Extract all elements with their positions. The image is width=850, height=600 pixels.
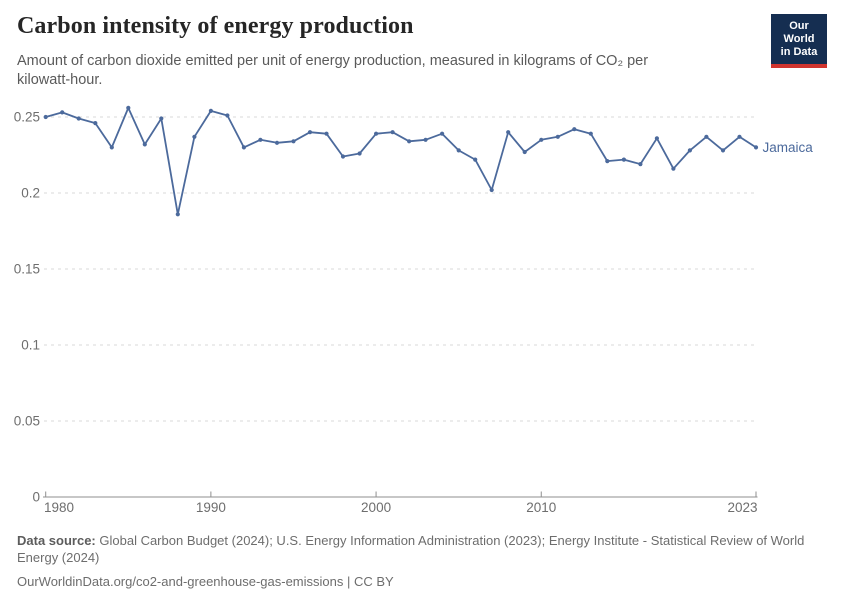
- data-point[interactable]: [109, 145, 114, 150]
- data-point[interactable]: [440, 131, 445, 136]
- data-point[interactable]: [357, 151, 362, 156]
- data-point[interactable]: [605, 159, 610, 164]
- x-tick-label: 2010: [526, 500, 556, 515]
- data-source-line: Data source: Global Carbon Budget (2024)…: [17, 532, 833, 566]
- data-point[interactable]: [208, 108, 213, 113]
- data-point[interactable]: [60, 110, 65, 115]
- data-point[interactable]: [274, 140, 280, 145]
- data-point[interactable]: [225, 113, 230, 118]
- data-point[interactable]: [126, 105, 131, 110]
- data-point[interactable]: [307, 130, 313, 135]
- data-point[interactable]: [539, 137, 544, 142]
- x-tick-label: 2000: [361, 500, 391, 515]
- data-point[interactable]: [621, 157, 627, 162]
- data-point[interactable]: [456, 148, 461, 153]
- owid-logo-line1: Our World: [783, 20, 815, 45]
- data-point[interactable]: [374, 131, 379, 136]
- data-point[interactable]: [76, 116, 81, 121]
- page-title: Carbon intensity of energy production: [17, 13, 414, 39]
- chart-subtitle: Amount of carbon dioxide emitted per uni…: [17, 53, 649, 88]
- citation-link[interactable]: OurWorldinData.org/co2-and-greenhouse-ga…: [17, 574, 394, 589]
- owid-logo-line2: in Data: [780, 46, 818, 58]
- data-point[interactable]: [43, 114, 48, 120]
- data-point[interactable]: [638, 162, 643, 167]
- data-point[interactable]: [753, 145, 759, 150]
- data-point[interactable]: [159, 116, 164, 121]
- y-tick-label: 0.05: [14, 414, 40, 429]
- data-point[interactable]: [588, 131, 593, 136]
- data-point[interactable]: [423, 137, 428, 142]
- data-point[interactable]: [720, 148, 726, 153]
- y-tick-label: 0: [32, 490, 40, 505]
- x-axis: 1980 1990 2000 2010 2023: [43, 491, 758, 515]
- data-point[interactable]: [390, 130, 395, 135]
- data-point[interactable]: [704, 134, 709, 139]
- data-point[interactable]: [737, 134, 742, 139]
- data-source-text: Global Carbon Budget (2024); U.S. Energy…: [17, 533, 805, 565]
- data-point[interactable]: [671, 166, 676, 171]
- owid-logo[interactable]: Our World in Data: [771, 14, 827, 68]
- x-tick-label: 2023: [727, 500, 757, 515]
- data-point[interactable]: [489, 187, 494, 193]
- data-point[interactable]: [340, 154, 346, 159]
- data-point[interactable]: [192, 134, 197, 139]
- data-point[interactable]: [93, 121, 98, 126]
- x-tick-label: 1990: [196, 500, 226, 515]
- y-axis-labels: 0 0.05 0.1 0.15 0.2 0.25: [14, 110, 40, 505]
- data-point[interactable]: [654, 136, 660, 141]
- y-tick-label: 0.2: [21, 186, 40, 201]
- data-point[interactable]: [572, 127, 577, 132]
- data-point[interactable]: [324, 131, 329, 136]
- y-tick-label: 0.1: [21, 338, 40, 353]
- entity-label-jamaica[interactable]: Jamaica: [763, 140, 814, 155]
- data-source-label: Data source:: [17, 533, 96, 548]
- y-tick-label: 0.15: [14, 262, 40, 277]
- series-jamaica[interactable]: [43, 105, 759, 217]
- data-point[interactable]: [473, 157, 478, 162]
- data-point[interactable]: [506, 130, 511, 135]
- data-point[interactable]: [258, 137, 263, 142]
- data-point[interactable]: [407, 139, 412, 144]
- data-point[interactable]: [522, 149, 527, 155]
- chart-footer: Data source: Global Carbon Budget (2024)…: [17, 532, 833, 590]
- data-point[interactable]: [241, 145, 246, 150]
- data-point[interactable]: [142, 142, 147, 147]
- data-point[interactable]: [555, 134, 560, 139]
- data-point[interactable]: [687, 148, 693, 153]
- jamaica-line[interactable]: [44, 107, 757, 216]
- x-tick-label: 1980: [44, 500, 74, 515]
- gridlines: [44, 116, 756, 422]
- data-point[interactable]: [291, 139, 296, 144]
- y-tick-label: 0.25: [14, 110, 40, 125]
- data-point[interactable]: [175, 212, 180, 217]
